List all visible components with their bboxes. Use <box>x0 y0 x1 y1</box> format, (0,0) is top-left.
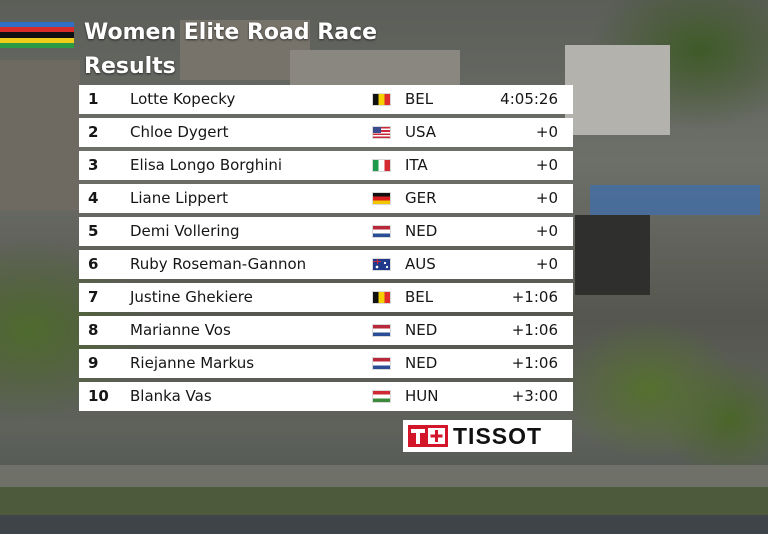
rider-name: Marianne Vos <box>130 321 231 339</box>
result-row: 1 Lotte Kopecky BEL 4:05:26 <box>79 85 573 114</box>
country: NED <box>405 222 438 240</box>
flag <box>373 259 390 270</box>
flag <box>373 325 390 336</box>
result-row: 3 Elisa Longo Borghini ITA +0 <box>79 151 573 180</box>
flag <box>373 358 390 369</box>
rank: 10 <box>88 387 109 405</box>
time: +0 <box>535 255 558 273</box>
stripe <box>0 27 74 32</box>
river <box>0 515 768 534</box>
sponsor-logo <box>408 425 448 447</box>
rider-name: Demi Vollering <box>130 222 240 240</box>
country: USA <box>405 123 437 141</box>
result-row: 7 Justine Ghekiere BEL +1:06 <box>79 283 573 312</box>
time: +3:00 <box>511 387 558 405</box>
building <box>290 50 460 90</box>
time: 4:05:26 <box>500 90 558 108</box>
building <box>575 215 650 295</box>
rank: 8 <box>88 321 99 339</box>
country: BEL <box>405 288 434 306</box>
country: NED <box>405 354 438 372</box>
building <box>0 60 80 210</box>
sponsor-icon <box>411 428 445 444</box>
time: +0 <box>535 156 558 174</box>
country: NED <box>405 321 438 339</box>
country: ITA <box>405 156 428 174</box>
country: HUN <box>405 387 439 405</box>
sponsor-name: TISSOT <box>453 423 543 449</box>
rider-name: Riejanne Markus <box>130 354 255 372</box>
rank: 1 <box>88 90 99 108</box>
flag <box>373 94 390 105</box>
flag <box>373 160 390 171</box>
stripe <box>0 32 74 38</box>
result-row: 9 Riejanne Markus NED +1:06 <box>79 349 573 378</box>
rider-name: Justine Ghekiere <box>130 288 253 306</box>
stripe <box>0 22 74 27</box>
time: +1:06 <box>511 288 558 306</box>
rank: 2 <box>88 123 99 141</box>
flag <box>373 193 390 204</box>
flag <box>373 226 390 237</box>
tents <box>590 185 760 215</box>
flag <box>373 391 390 402</box>
time: +1:06 <box>511 321 558 339</box>
flag <box>373 292 390 303</box>
time: +0 <box>535 123 558 141</box>
stripe <box>0 43 74 48</box>
result-row: 4 Liane Lippert GER +0 <box>79 184 573 213</box>
flag <box>373 127 390 138</box>
stripe <box>0 38 74 43</box>
rank: 4 <box>88 189 99 207</box>
result-row: 2 Chloe Dygert USA +0 <box>79 118 573 147</box>
rank: 5 <box>88 222 99 240</box>
rider-name: Elisa Longo Borghini <box>130 156 283 174</box>
rider-name: Chloe Dygert <box>130 123 229 141</box>
sponsor-badge: TISSOT <box>403 420 572 452</box>
result-row: 5 Demi Vollering NED +0 <box>79 217 573 246</box>
rank: 9 <box>88 354 99 372</box>
time: +0 <box>535 222 558 240</box>
country: AUS <box>405 255 436 273</box>
rider-name: Liane Lippert <box>130 189 229 207</box>
result-row: 6 Ruby Roseman-Gannon AUS +0 <box>79 250 573 279</box>
time: +1:06 <box>511 354 558 372</box>
country: GER <box>405 189 437 207</box>
country: BEL <box>405 90 434 108</box>
result-row: 10 Blanka Vas HUN +3:00 <box>79 382 573 411</box>
trees <box>0 487 768 515</box>
road <box>0 465 768 487</box>
rank: 6 <box>88 255 99 273</box>
rank: 7 <box>88 288 99 306</box>
subtitle: Results <box>84 54 176 79</box>
result-row: 8 Marianne Vos NED +1:06 <box>79 316 573 345</box>
rider-name: Ruby Roseman-Gannon <box>130 255 307 273</box>
time: +0 <box>535 189 558 207</box>
rank: 3 <box>88 156 99 174</box>
rider-name: Lotte Kopecky <box>130 90 236 108</box>
building <box>180 20 310 80</box>
building <box>565 45 670 135</box>
rider-name: Blanka Vas <box>130 387 212 405</box>
title: Women Elite Road Race <box>84 20 378 45</box>
